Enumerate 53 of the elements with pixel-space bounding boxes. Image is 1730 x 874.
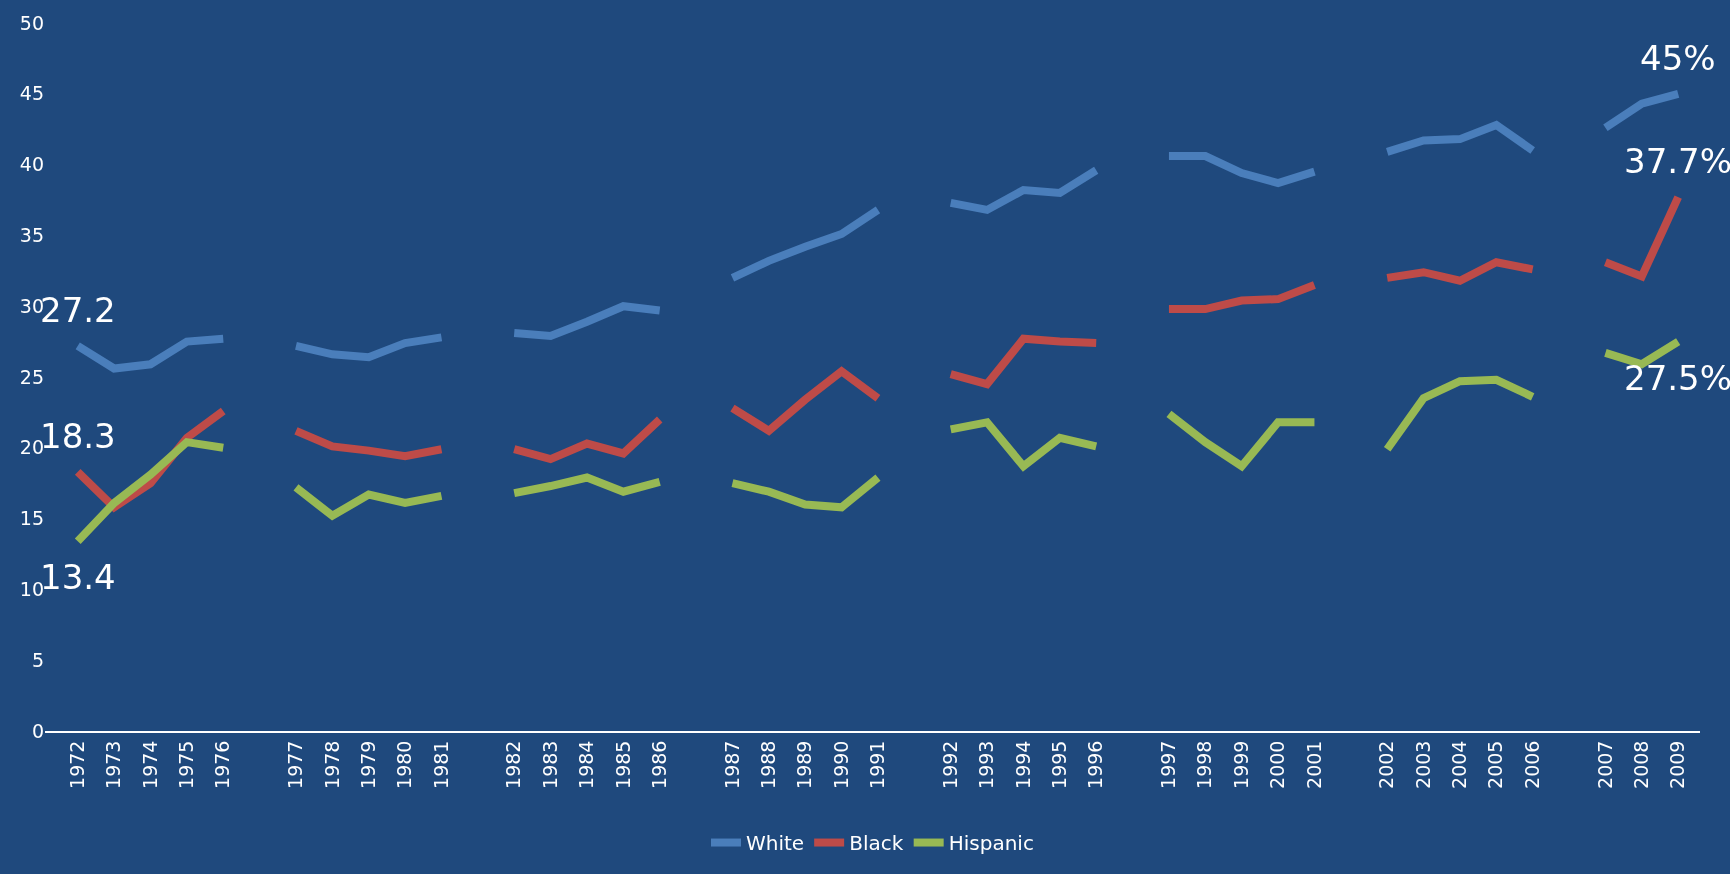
x-tick-label: 1980 <box>393 740 416 789</box>
x-tick-label: 1993 <box>975 740 998 789</box>
y-tick-label: 15 <box>19 507 44 530</box>
legend-label: Hispanic <box>948 831 1034 856</box>
annotation: 27.5% <box>1624 358 1730 398</box>
x-tick-label: 2007 <box>1593 740 1616 789</box>
x-tick-label: 1999 <box>1229 740 1252 789</box>
x-tick-label: 2003 <box>1411 740 1434 789</box>
y-tick-label: 30 <box>19 294 44 317</box>
y-tick-label: 45 <box>19 82 44 105</box>
x-tick-label: 1982 <box>502 740 525 789</box>
x-tick-label: 1998 <box>1193 740 1216 789</box>
x-tick-label: 1977 <box>284 740 307 789</box>
x-tick-label: 1983 <box>538 740 561 789</box>
x-tick-label: 2005 <box>1484 740 1507 789</box>
x-tick-label: 1973 <box>102 740 125 789</box>
x-tick-label: 1994 <box>1011 740 1034 789</box>
annotation: 45% <box>1640 38 1716 78</box>
x-tick-label: 1990 <box>829 740 852 789</box>
x-tick-label: 1996 <box>1084 740 1107 789</box>
x-tick-label: 2000 <box>1266 740 1289 789</box>
x-tick-label: 1987 <box>720 740 743 789</box>
x-tick-label: 1979 <box>356 740 379 789</box>
x-tick-label: 1972 <box>65 740 88 789</box>
legend-label: Black <box>849 831 904 856</box>
x-tick-label: 1978 <box>320 740 343 789</box>
x-tick-label: 2001 <box>1302 740 1325 789</box>
x-tick-label: 1989 <box>793 740 816 789</box>
y-tick-label: 0 <box>31 719 44 742</box>
x-tick-label: 1984 <box>575 740 598 789</box>
x-tick-label: 1981 <box>429 740 452 789</box>
x-tick-label: 1985 <box>611 740 634 789</box>
x-tick-label: 1986 <box>647 740 670 789</box>
legend-label: White <box>746 831 805 856</box>
x-tick-label: 2009 <box>1666 740 1689 789</box>
y-tick-label: 25 <box>19 365 44 388</box>
x-tick-label: 1991 <box>866 740 889 789</box>
x-tick-label: 2008 <box>1629 740 1652 789</box>
y-tick-label: 50 <box>19 11 44 34</box>
x-tick-label: 1975 <box>175 740 198 789</box>
x-tick-label: 1976 <box>211 740 234 789</box>
y-tick-label: 35 <box>19 224 44 247</box>
x-tick-label: 1974 <box>138 740 161 789</box>
x-tick-label: 1988 <box>757 740 780 789</box>
x-tick-label: 1992 <box>938 740 961 789</box>
x-tick-label: 2002 <box>1375 740 1398 789</box>
x-tick-label: 2006 <box>1520 740 1543 789</box>
x-tick-label: 2004 <box>1448 740 1471 789</box>
x-tick-label: 1995 <box>1047 740 1070 789</box>
annotation: 37.7% <box>1624 141 1730 181</box>
y-tick-label: 5 <box>31 648 44 671</box>
x-tick-label: 1997 <box>1157 740 1180 789</box>
y-tick-label: 40 <box>19 153 44 176</box>
